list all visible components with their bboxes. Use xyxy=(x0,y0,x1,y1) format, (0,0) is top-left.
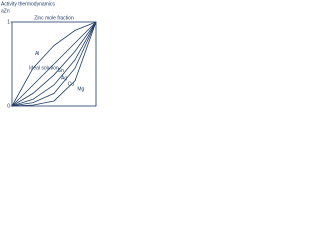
x-axis-label: Zinc mole fraction xyxy=(34,15,74,21)
series-label: Sn xyxy=(58,68,64,74)
y-axis-label: aZn xyxy=(1,8,10,14)
series-label: Ag xyxy=(61,76,67,82)
series-line xyxy=(11,21,97,107)
series-line xyxy=(11,21,97,107)
y-tick-label: 1 xyxy=(7,19,10,25)
chart-title: Activity thermodynamics xyxy=(1,1,55,7)
series-label: Mg xyxy=(77,87,84,93)
series-line xyxy=(11,21,97,107)
series-line xyxy=(11,21,97,107)
y-tick-label: 0 xyxy=(7,103,10,109)
chart: Activity thermodynamics aZn Zinc mole fr… xyxy=(1,1,97,109)
series-label: Ideal solution xyxy=(29,66,59,72)
series-label: Al xyxy=(35,51,39,57)
series-line xyxy=(11,21,97,107)
series-line xyxy=(11,21,97,107)
plot-frame xyxy=(11,21,97,107)
